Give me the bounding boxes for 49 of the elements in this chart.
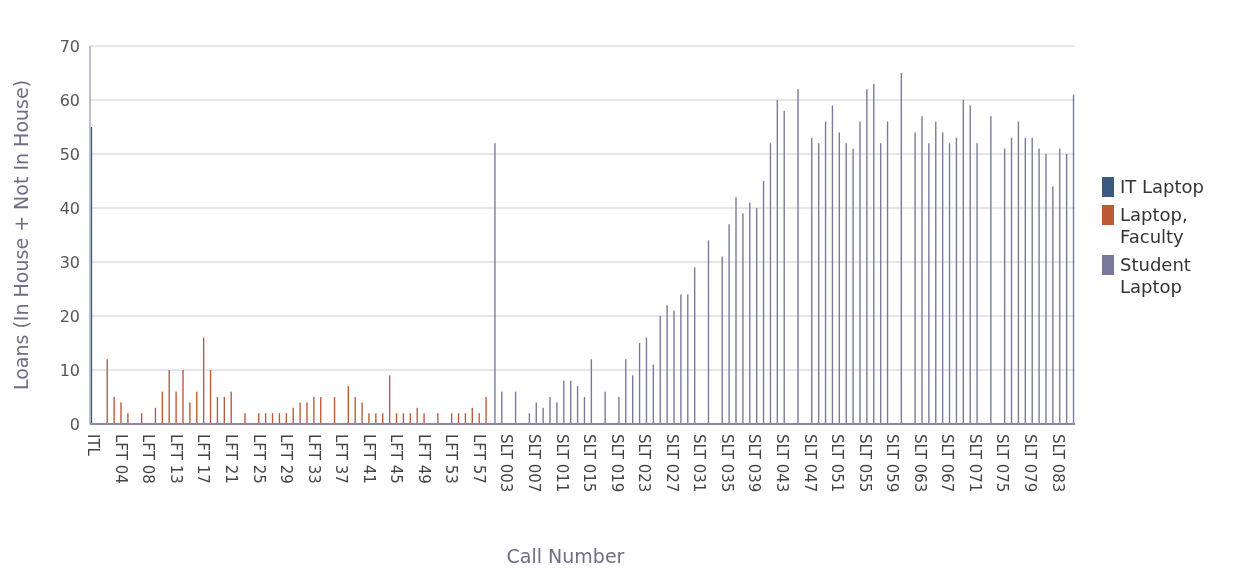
x-tick-label: SLT 075	[993, 434, 1012, 493]
x-tick-label: SLT 011	[552, 434, 571, 493]
x-tick-label: SLT 067	[938, 434, 957, 493]
x-tick-label: SLT 043	[773, 434, 792, 493]
y-tick-label: 0	[69, 414, 80, 434]
x-tick-label: SLT 051	[828, 434, 847, 493]
x-tick-label: SLT 027	[662, 434, 681, 493]
x-tick-label: LFT 17	[194, 434, 213, 484]
x-tick-label: SLT 023	[635, 434, 654, 493]
x-tick-label: SLT 035	[717, 434, 736, 493]
x-tick-label: SLT 083	[1048, 434, 1067, 493]
x-tick-label: LFT 21	[221, 434, 240, 484]
x-tick-label: LFT 29	[277, 434, 296, 484]
x-tick-label: LFT 41	[359, 434, 378, 484]
x-tick-label: SLT 003	[497, 434, 516, 493]
x-tick-label: LFT 37	[332, 434, 351, 484]
x-tick-label: SLT 015	[580, 434, 599, 493]
legend-label: Student Laptop	[1120, 254, 1191, 298]
x-tick-label: SLT 055	[855, 434, 874, 493]
x-tick-label: SLT 039	[745, 434, 764, 493]
x-tick-label: SLT 059	[883, 434, 902, 493]
x-tick-label: SLT 019	[607, 434, 626, 493]
y-tick-label: 20	[59, 306, 80, 326]
x-tick-label: LFT 13	[166, 434, 185, 484]
y-tick-label: 50	[59, 144, 80, 164]
x-tick-label: LFT 57	[469, 434, 488, 484]
x-tick-label: LFT 49	[414, 434, 433, 484]
x-tick-label: SLT 047	[800, 434, 819, 493]
legend-label: IT Laptop	[1120, 176, 1205, 198]
x-tick-label: SLT 071	[965, 434, 984, 493]
x-tick-label: LFT 53	[442, 434, 461, 484]
x-tick-label: LFT 08	[139, 434, 158, 484]
y-tick-label: 60	[59, 90, 80, 110]
x-tick-label: LFT 33	[304, 434, 323, 484]
y-tick-label: 40	[59, 198, 80, 218]
x-tick-label: LFT 45	[387, 434, 406, 484]
y-tick-label: 10	[59, 360, 80, 380]
x-tick-label: SLT 063	[910, 434, 929, 493]
y-tick-label: 70	[59, 36, 80, 56]
x-tick-label: SLT 079	[1020, 434, 1039, 493]
legend-label: Laptop, Faculty	[1120, 204, 1188, 248]
x-tick-label: LFT 04	[111, 434, 130, 484]
x-tick-label: ITL	[84, 434, 103, 457]
y-tick-label: 30	[59, 252, 80, 272]
x-tick-label: SLT 007	[525, 434, 544, 493]
x-tick-label: LFT 25	[249, 434, 268, 484]
x-tick-label: SLT 031	[690, 434, 709, 493]
x-axis-title: Call Number	[506, 545, 625, 567]
y-axis-title: Loans (In House + Not In House)	[10, 79, 32, 391]
